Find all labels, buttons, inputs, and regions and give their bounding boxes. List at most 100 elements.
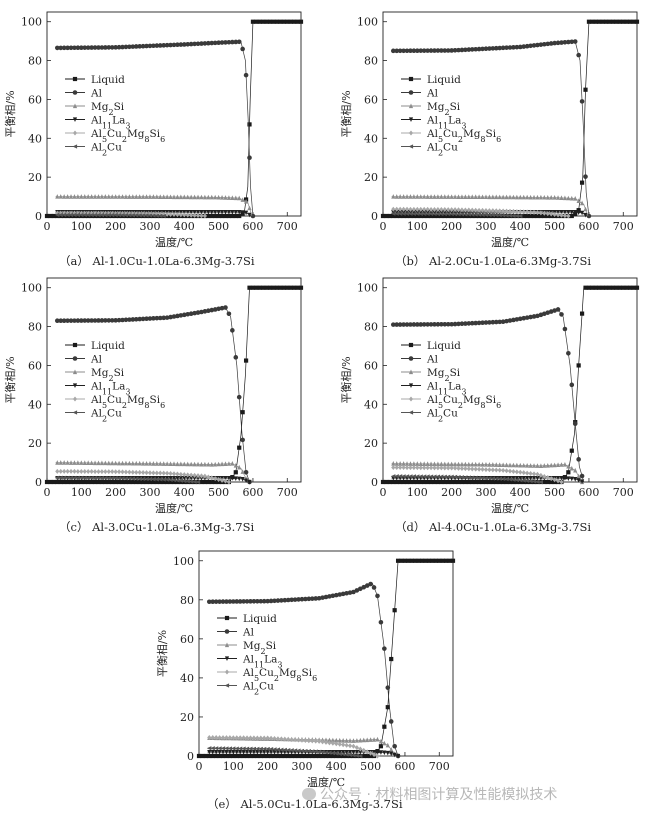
x-tick-label: 200 [257,760,278,773]
data-point [463,461,468,467]
data-point [378,750,384,755]
data-point [271,19,276,24]
plot-frame [382,11,638,217]
data-point [165,211,170,217]
data-point [154,470,159,476]
data-point [199,461,204,467]
legend-marker [224,669,230,675]
data-point [61,475,67,480]
data-point [144,194,149,199]
data-point [210,746,215,751]
data-point [395,558,401,563]
data-point [289,753,294,759]
data-point [347,752,353,758]
data-point [113,469,118,475]
data-point [375,593,380,599]
legend-item: Al [217,627,255,639]
data-point [344,752,349,757]
data-point [255,735,260,741]
data-point [559,40,564,45]
data-point [470,194,475,200]
data-point [251,749,257,755]
data-point [517,316,523,322]
data-point [206,40,211,46]
data-point [490,46,496,51]
data-point [303,737,308,743]
data-point [493,476,499,481]
legend-marker [408,396,414,402]
data-point [504,462,509,468]
data-point [209,213,214,219]
data-point [473,207,478,213]
legend-marker [408,76,414,82]
data-point [241,753,246,759]
data-point [55,213,60,219]
data-point [439,465,444,471]
data-point [392,752,397,758]
data-point [178,461,183,467]
data-point [144,316,149,322]
data-point [418,474,423,479]
legend-label: Al2Cu [90,142,122,158]
data-point [334,737,339,743]
data-point [542,41,547,47]
data-point [199,479,204,485]
data-point [535,213,540,219]
data-point [147,316,153,321]
data-point [92,475,98,481]
legend-label: Al5Cu2Mg8Si6 [90,128,165,144]
data-point [133,44,139,49]
data-point [486,212,492,217]
y-tick-label: 100 [357,282,378,295]
data-point [411,461,416,466]
data-point [449,207,454,213]
data-point [106,45,112,50]
data-point [418,194,423,199]
legend-item: Al2Cu [65,142,122,158]
data-point [236,39,242,45]
data-point [459,479,465,485]
data-point [394,206,399,212]
data-point [116,469,122,475]
series-line [47,21,301,217]
data-point [337,753,342,759]
data-point [545,41,551,47]
data-point [109,475,115,481]
data-point [255,598,260,604]
data-point [445,474,451,479]
data-point [371,752,377,758]
data-point [500,45,506,51]
data-point [126,213,132,218]
data-point [165,461,170,466]
data-point [432,461,437,467]
data-point [96,469,101,475]
data-point [549,479,554,485]
data-point [562,476,568,481]
data-point [195,213,201,219]
data-point [217,753,222,759]
data-point [418,211,423,216]
data-point [431,474,437,479]
data-point [524,315,530,320]
data-point [54,475,60,480]
data-point [209,475,214,481]
data-point [55,460,60,465]
data-point [102,212,108,218]
data-point [96,318,101,323]
data-point [391,464,396,470]
data-point [82,469,87,475]
data-point [174,478,180,483]
data-point [203,753,208,759]
data-point [264,285,269,290]
data-point [382,646,387,651]
data-point [480,207,485,213]
data-point [428,479,434,485]
data-point [82,194,87,199]
data-point [258,598,264,604]
data-point [628,19,633,24]
data-point [199,194,204,200]
data-point [401,479,406,485]
legend-label: Liquid [91,74,125,86]
data-point [99,460,105,466]
data-point [566,210,571,215]
